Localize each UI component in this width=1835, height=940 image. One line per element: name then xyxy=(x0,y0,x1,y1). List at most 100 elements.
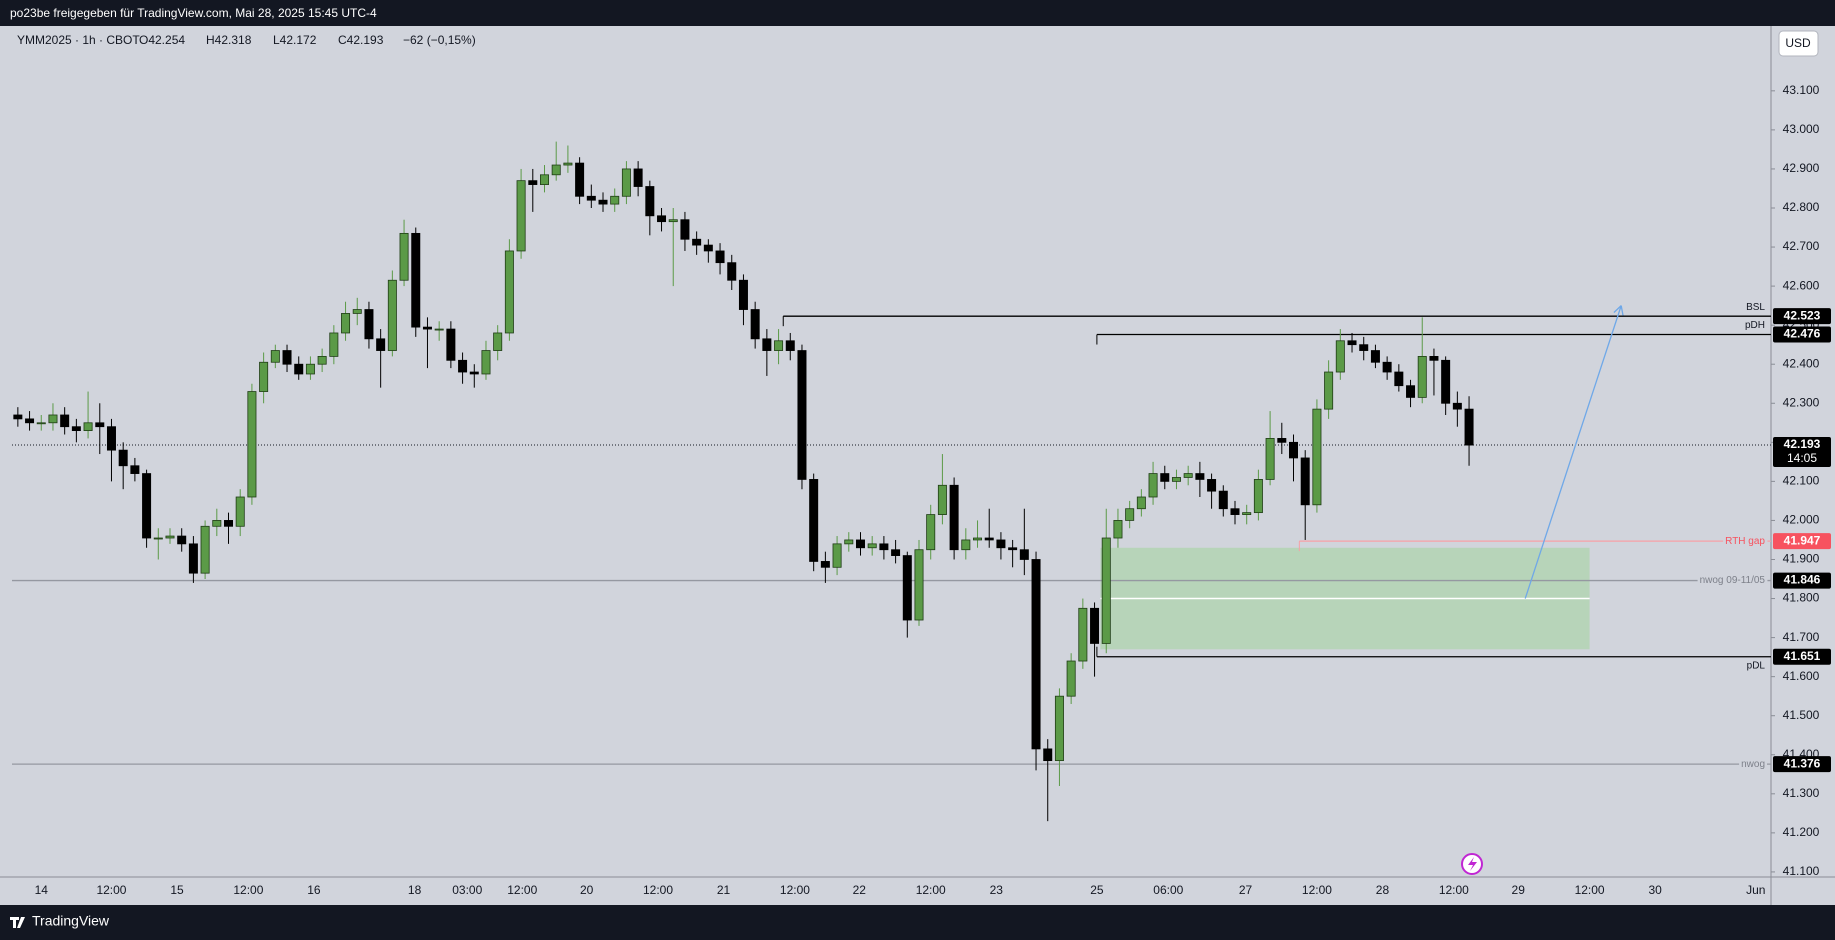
level-name-bg xyxy=(1723,535,1768,547)
candles xyxy=(13,141,1474,822)
candle-body xyxy=(352,309,362,314)
candle-body xyxy=(224,520,234,527)
candle-body xyxy=(13,414,23,420)
x-tick-label: 12:00 xyxy=(643,883,673,897)
x-tick-label: 29 xyxy=(1512,883,1526,897)
share-title: po23be freigegeben für TradingView.com, … xyxy=(10,6,377,20)
currency-label[interactable]: USD xyxy=(1785,36,1811,50)
candle-body xyxy=(949,484,959,551)
candle-body xyxy=(1136,496,1146,510)
candle-body xyxy=(1019,549,1029,560)
candle-body xyxy=(1394,371,1404,387)
candle-body xyxy=(317,356,327,365)
y-tick-label: 41.800 xyxy=(1783,591,1820,605)
level-name-bg xyxy=(1739,758,1767,770)
candle-body xyxy=(165,535,175,539)
candle-body xyxy=(1265,438,1275,480)
candle-body xyxy=(563,162,573,166)
candle-body xyxy=(540,174,549,185)
candle-body xyxy=(1054,695,1064,762)
current-price-label: 42.193 xyxy=(1784,437,1821,451)
y-tick-label: 42.000 xyxy=(1783,513,1820,527)
candle-body xyxy=(809,479,819,562)
level-price-box xyxy=(1773,756,1831,773)
candle-body xyxy=(1008,547,1018,551)
candle-body xyxy=(645,186,655,217)
level-price-label: 42.476 xyxy=(1784,327,1821,341)
x-tick-label: 12:00 xyxy=(96,883,126,897)
candle-body xyxy=(188,543,198,574)
candle-body xyxy=(329,332,339,357)
candle-body xyxy=(1359,344,1369,351)
legend: YMM2025 · 1h · CBOT O42.254 H42.318 L42.… xyxy=(17,33,476,47)
y-tick-label: 41.700 xyxy=(1783,630,1820,644)
candle-body xyxy=(1101,537,1111,644)
candle-body xyxy=(200,525,210,574)
currency-button[interactable] xyxy=(1778,30,1819,57)
candle-body xyxy=(961,539,971,551)
candle-body xyxy=(341,313,351,334)
candle-body xyxy=(305,363,315,375)
legend-symbol: YMM2025 · 1h · CBOT xyxy=(17,33,140,47)
candle-body xyxy=(481,350,491,375)
legend-low: L42.172 xyxy=(273,33,317,47)
candle-body xyxy=(516,180,526,252)
candle-body xyxy=(1441,359,1451,404)
candle-body xyxy=(106,426,116,451)
x-tick-label: 21 xyxy=(717,883,731,897)
current-price-box xyxy=(1773,437,1831,468)
y-tick-label: 42.400 xyxy=(1783,356,1820,370)
candle-body xyxy=(867,543,877,549)
y-tick-label: 41.200 xyxy=(1783,825,1820,839)
level-price-box xyxy=(1773,533,1831,550)
brand-logo xyxy=(10,917,25,928)
candle-body xyxy=(1277,438,1287,443)
y-tick-label: 42.100 xyxy=(1783,474,1820,488)
alert-icon[interactable] xyxy=(1461,853,1483,875)
level-name-bg xyxy=(1697,575,1768,587)
arrow-head xyxy=(1613,305,1622,313)
candle-body xyxy=(1230,508,1240,515)
candle-body xyxy=(1253,479,1263,514)
candle-body xyxy=(879,543,889,551)
x-tick-label: Jun xyxy=(1746,883,1765,897)
candle-body xyxy=(25,418,35,424)
candle-body xyxy=(797,350,807,480)
candle-body xyxy=(376,338,386,351)
candle-body xyxy=(458,359,468,373)
candle-body xyxy=(1382,361,1392,373)
candle-body xyxy=(762,338,772,351)
legend-high: H42.318 xyxy=(206,33,252,47)
legend-change: −62 (−0,15%) xyxy=(403,33,476,47)
y-tick-label: 42.700 xyxy=(1783,239,1820,253)
level-name: nwog xyxy=(1741,759,1765,770)
candle-body xyxy=(1078,607,1088,662)
candle-body xyxy=(844,539,854,545)
candle-body xyxy=(1183,473,1193,478)
x-tick-label: 03:00 xyxy=(452,883,482,897)
candle-body xyxy=(586,195,596,201)
candle-body xyxy=(142,473,152,539)
candle-body xyxy=(1043,748,1053,762)
candle-body xyxy=(715,250,725,264)
candle-body xyxy=(130,465,140,474)
alert-bolt[interactable] xyxy=(1468,857,1477,871)
candle-body xyxy=(387,279,397,351)
candle-body xyxy=(270,350,280,363)
candle-body xyxy=(914,549,924,621)
candle-body xyxy=(1125,508,1135,521)
x-tick-label: 22 xyxy=(853,883,867,897)
y-tick-label: 41.500 xyxy=(1783,708,1820,722)
y-tick-label: 43.100 xyxy=(1783,83,1820,97)
candle-body xyxy=(235,496,245,527)
candle-body xyxy=(657,215,667,223)
level-name: pDL xyxy=(1747,660,1766,671)
candle-body xyxy=(937,484,947,515)
x-tick-label: 14 xyxy=(35,883,49,897)
legend-close: C42.193 xyxy=(338,33,384,47)
level-price-box xyxy=(1773,572,1831,589)
candle-body xyxy=(1335,340,1345,373)
candle-body xyxy=(1207,479,1217,492)
candle-body xyxy=(434,328,444,331)
candle-body xyxy=(1113,520,1123,539)
